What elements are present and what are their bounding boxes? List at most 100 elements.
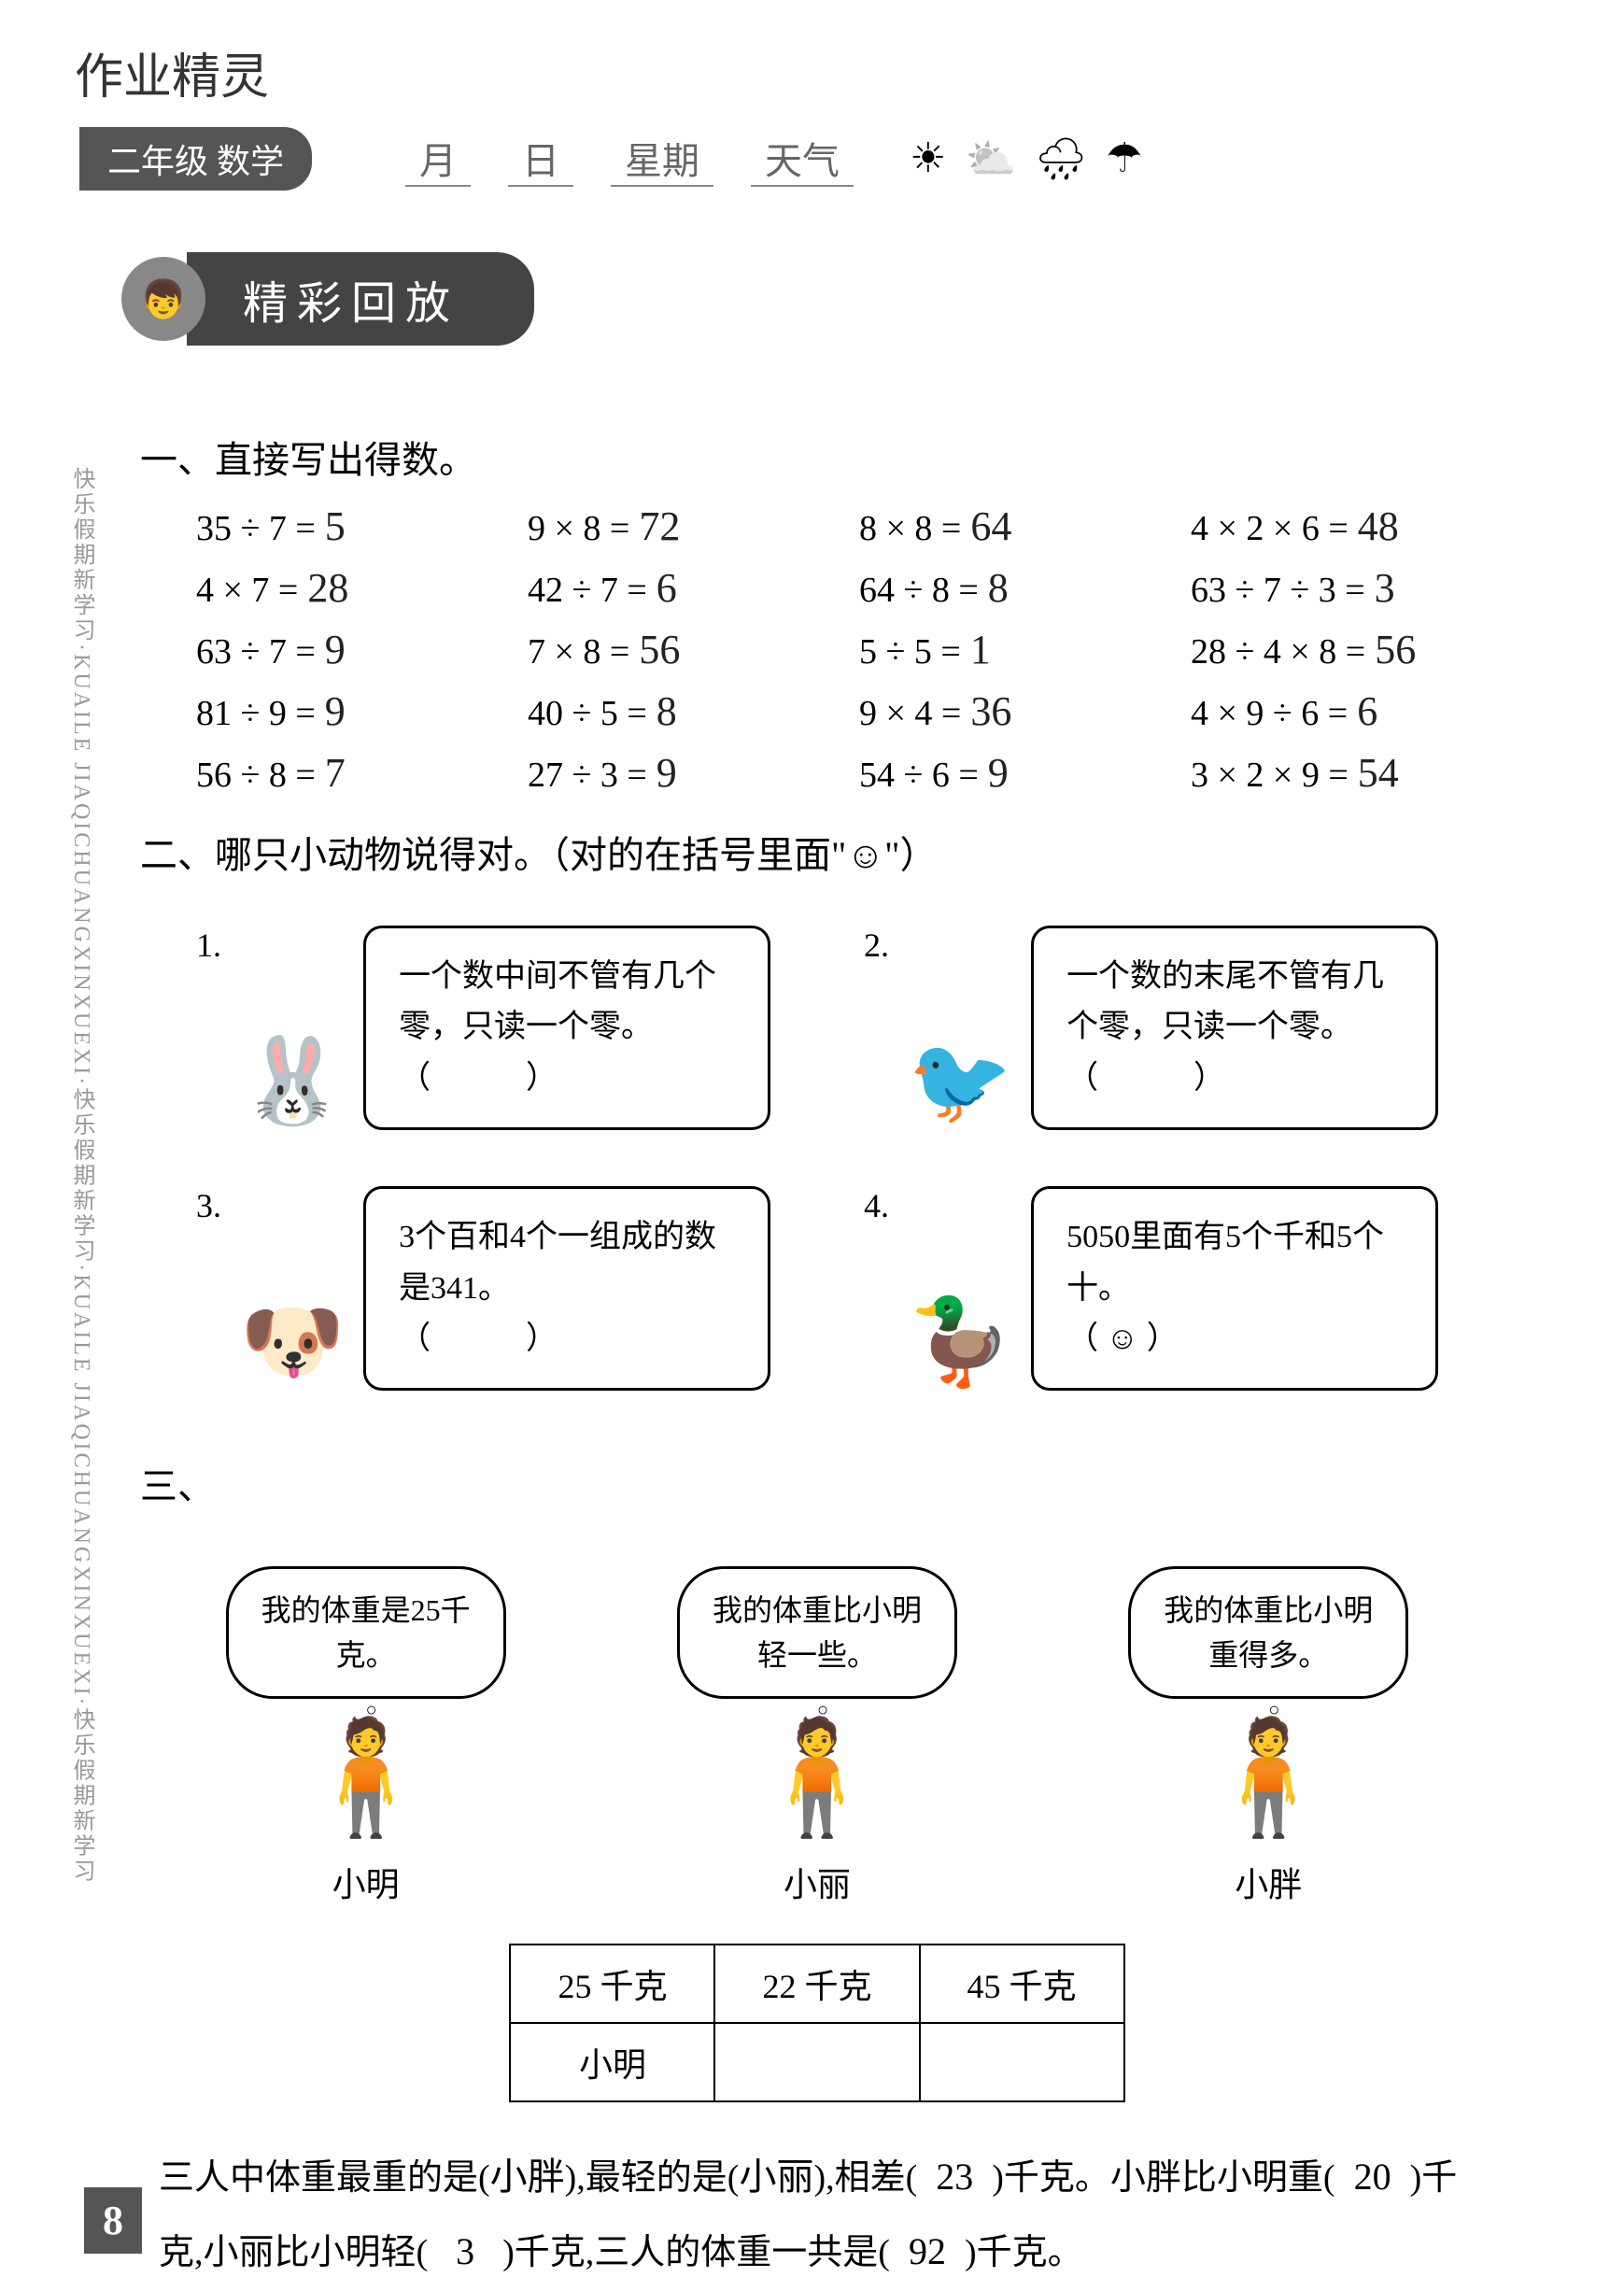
math-expression: 42 ÷ 7 =	[528, 570, 647, 611]
item-number: 4.	[864, 1186, 889, 1225]
math-answer: 9	[988, 749, 1009, 797]
cloud-icon: ⛅	[965, 134, 1016, 183]
animal-icon: 🐰	[240, 1032, 345, 1130]
math-expression: 7 × 8 =	[528, 631, 629, 672]
q1-title: 一、直接写出得数。	[140, 430, 1494, 484]
math-expression: 27 ÷ 3 =	[528, 755, 647, 796]
handwritten-header: 作业精灵	[75, 37, 269, 107]
math-problem: 9 × 8 =72	[528, 502, 831, 550]
figure: 我的体重比小明重得多。🧍小胖	[1128, 1566, 1408, 1906]
umbrella-icon: ☂	[1106, 134, 1142, 183]
math-expression: 63 ÷ 7 =	[196, 631, 316, 672]
math-problem: 35 ÷ 7 =5	[196, 502, 500, 550]
math-problem: 4 × 7 =28	[196, 564, 500, 612]
text-part: 三人中体重最重的是(	[159, 2158, 490, 2198]
grade-badge: 二年级 数学	[79, 127, 312, 191]
section-title: 精彩回放	[187, 252, 534, 346]
math-problem: 40 ÷ 5 =8	[528, 687, 831, 735]
page-number: 8	[84, 2187, 142, 2254]
math-answer: 36	[970, 687, 1011, 735]
math-problem: 7 × 8 =56	[528, 626, 831, 673]
speech-box: 5050里面有5个千和5个十。（ ☺ ）	[1031, 1186, 1438, 1391]
speech-box: 一个数中间不管有几个零，只读一个零。（ ）	[363, 926, 770, 1130]
math-expression: 64 ÷ 8 =	[859, 570, 979, 611]
math-problem: 64 ÷ 8 =8	[859, 564, 1163, 612]
table-cell: 22 千克	[714, 1945, 919, 2023]
math-expression: 4 × 7 =	[196, 570, 298, 611]
answer-bracket: （ ☺ ）	[1066, 1314, 1403, 1365]
math-problem: 4 × 9 ÷ 6 =6	[1191, 687, 1494, 735]
table-row: 小明	[510, 2023, 1123, 2101]
math-expression: 9 × 8 =	[528, 508, 629, 549]
math-problem: 56 ÷ 8 =7	[196, 749, 500, 797]
math-answer: 9	[325, 687, 346, 735]
rain-icon: 🌧	[1035, 134, 1087, 183]
math-expression: 5 ÷ 5 =	[859, 631, 961, 672]
math-answer: 56	[639, 626, 680, 673]
animal-icon: 🐦	[908, 1032, 1012, 1130]
math-expression: 40 ÷ 5 =	[528, 693, 647, 734]
month-label: 月	[405, 131, 471, 187]
figure: 我的体重是25千克。🧍小明	[226, 1566, 506, 1906]
weather-label: 天气	[751, 131, 854, 187]
math-expression: 63 ÷ 7 ÷ 3 =	[1191, 570, 1365, 611]
item-number: 2.	[864, 926, 889, 965]
answer-bracket: （ ）	[399, 1054, 735, 1104]
weight-table: 25 千克 22 千克 45 千克 小明	[509, 1944, 1124, 2102]
speech-box: 3个百和4个一组成的数是341。（ ）	[363, 1186, 770, 1391]
weather-icons: ☀ ⛅ 🌧 ☂	[910, 134, 1143, 183]
text-part: ),最轻的是(	[565, 2158, 740, 2198]
math-problem: 54 ÷ 6 =9	[859, 749, 1163, 797]
blank-answer: 小丽	[739, 2140, 813, 2214]
q2-item: 1.🐰一个数中间不管有几个零，只读一个零。（ ）	[196, 926, 770, 1130]
item-number: 3.	[196, 1186, 221, 1225]
person-icon: 🧍	[747, 1713, 886, 1844]
text-part: )千克,三人的体重一共是(	[502, 2233, 890, 2272]
math-problem: 9 × 4 =36	[859, 687, 1163, 735]
math-problem: 3 × 2 × 9 =54	[1191, 749, 1494, 797]
table-cell: 小明	[510, 2023, 714, 2101]
speech-box: 一个数的末尾不管有几个零，只读一个零。（ ）	[1031, 926, 1438, 1130]
answer-bracket: （ ）	[399, 1314, 735, 1365]
q2-grid: 1.🐰一个数中间不管有几个零，只读一个零。（ ） 2. 🐦一个数的末尾不管有几个零，…	[140, 898, 1494, 1419]
side-margin-text: 快乐假期新学习·KUAILE JIAQICHUANGXINXUEXI·快乐假期新…	[65, 467, 98, 1961]
date-fields: 月 日 星期 天气	[405, 131, 854, 187]
math-problem: 63 ÷ 7 ÷ 3 =3	[1191, 564, 1494, 612]
animal-icon: 🦆	[908, 1293, 1012, 1391]
math-problem: 28 ÷ 4 × 8 =56	[1191, 626, 1494, 673]
weekday-label: 星期	[611, 131, 713, 187]
person-name: 小胖	[1235, 1858, 1302, 1906]
person-icon: 🧍	[1199, 1713, 1338, 1844]
math-expression: 4 × 2 × 6 =	[1191, 508, 1349, 549]
math-answer: 6	[657, 564, 677, 612]
math-answer: 8	[988, 564, 1009, 612]
q3-fill-text: 三人中体重最重的是(小胖),最轻的是(小丽),相差(23)千克。小胖比小明重(2…	[140, 2140, 1494, 2289]
math-answer: 9	[325, 626, 346, 673]
math-grid: 35 ÷ 7 =59 × 8 =728 × 8 =644 × 2 × 6 =48…	[140, 502, 1494, 797]
math-answer: 72	[639, 502, 680, 550]
math-expression: 3 × 2 × 9 =	[1191, 755, 1349, 796]
math-problem: 63 ÷ 7 =9	[196, 626, 500, 673]
table-cell	[714, 2023, 919, 2101]
math-expression: 28 ÷ 4 × 8 =	[1191, 631, 1365, 672]
q2-title: 二、哪只小动物说得对。（对的在括号里面"☺"）	[140, 825, 1494, 879]
person-icon: 🧍	[296, 1713, 435, 1844]
figure: 我的体重比小明轻一些。🧍小丽	[677, 1566, 957, 1906]
math-problem: 8 × 8 =64	[859, 502, 1163, 550]
math-problem: 81 ÷ 9 =9	[196, 687, 500, 735]
blank-answer: 小胖	[490, 2140, 565, 2214]
table-row: 25 千克 22 千克 45 千克	[510, 1945, 1123, 2023]
thought-bubble: 我的体重比小明轻一些。	[677, 1566, 957, 1699]
math-expression: 8 × 8 =	[859, 508, 961, 549]
q2-item: 3. 🐶3个百和4个一组成的数是341。（ ）	[196, 1186, 770, 1391]
math-problem: 27 ÷ 3 =9	[528, 749, 831, 797]
text-part: ),相差(	[813, 2158, 917, 2198]
math-problem: 5 ÷ 5 =1	[859, 626, 1163, 673]
math-answer: 7	[325, 749, 346, 797]
math-expression: 35 ÷ 7 =	[196, 508, 316, 549]
math-answer: 5	[325, 502, 346, 550]
animal-icon: 🐶	[240, 1293, 345, 1391]
blank-answer: 92	[890, 2214, 965, 2289]
math-problem: 42 ÷ 7 =6	[528, 564, 831, 612]
math-answer: 1	[970, 626, 991, 673]
